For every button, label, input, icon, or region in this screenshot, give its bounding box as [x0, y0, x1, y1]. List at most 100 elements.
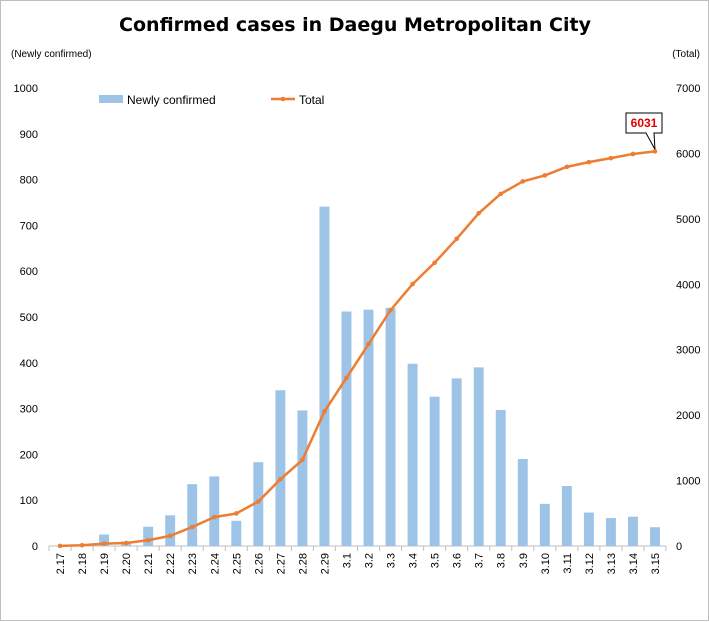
- y-tick-label: 300: [20, 404, 38, 416]
- x-tick-label: 2.21: [143, 553, 155, 574]
- y-tick-label: 600: [20, 266, 38, 278]
- x-tick-label: 3.3: [386, 553, 398, 568]
- point-total: [322, 409, 327, 414]
- point-total: [410, 281, 415, 287]
- legend-line-marker: [280, 96, 286, 102]
- bar-newly-confirmed: [627, 516, 638, 546]
- x-tick-label: 2.20: [121, 553, 133, 574]
- bar-series: [99, 206, 660, 546]
- x-tick-label: 2.23: [187, 553, 199, 574]
- bar-newly-confirmed: [561, 486, 572, 546]
- point-total: [234, 511, 239, 516]
- bar-newly-confirmed: [539, 503, 550, 546]
- x-tick-label: 2.17: [55, 553, 67, 574]
- callout-box: [625, 112, 663, 150]
- point-total: [608, 155, 614, 161]
- x-tick-label: 2.25: [231, 553, 243, 574]
- x-tick-label: 3.13: [606, 553, 618, 574]
- x-tick-label: 3.10: [540, 553, 552, 574]
- point-total: [542, 173, 548, 178]
- y-tick-label: 1000: [14, 83, 38, 95]
- legend: Newly confirmed Total: [99, 93, 324, 107]
- legend-label-total: Total: [299, 93, 324, 107]
- point-total: [167, 533, 173, 539]
- x-tick-label: 3.4: [408, 553, 420, 568]
- point-total: [652, 149, 658, 154]
- x-tick-label: 3.2: [364, 553, 376, 568]
- point-total: [498, 191, 504, 197]
- x-tick-label: 2.22: [165, 553, 177, 574]
- bar-newly-confirmed: [231, 520, 242, 546]
- line-series: [57, 149, 658, 549]
- bar-newly-confirmed: [650, 527, 660, 546]
- x-tick-label: 3.8: [496, 553, 508, 568]
- point-total: [564, 164, 570, 170]
- y2-tick-label: 4000: [676, 279, 700, 291]
- y2-tick-label: 0: [676, 541, 682, 553]
- bar-newly-confirmed: [187, 484, 198, 546]
- bar-newly-confirmed: [253, 462, 264, 546]
- point-total: [454, 236, 459, 242]
- x-tick-label: 2.26: [253, 553, 265, 574]
- y2-tick-label: 5000: [676, 214, 700, 226]
- chart-title: Confirmed cases in Daegu Metropolitan Ci…: [119, 14, 592, 36]
- x-tick-label: 2.24: [209, 553, 221, 574]
- x-tick-label: 3.15: [650, 553, 662, 574]
- y2-tick-label: 6000: [676, 148, 700, 160]
- x-tick-label: 3.5: [430, 553, 442, 568]
- bar-newly-confirmed: [99, 534, 110, 546]
- bar-newly-confirmed: [297, 410, 308, 546]
- point-total: [630, 151, 636, 157]
- y-tick-label: 900: [20, 129, 38, 141]
- bar-newly-confirmed: [407, 363, 418, 546]
- x-tick-label: 2.19: [99, 553, 111, 574]
- point-total: [432, 260, 437, 266]
- x-tick-label: 3.1: [341, 553, 353, 568]
- point-total: [101, 541, 107, 546]
- x-tick-label: 3.12: [584, 553, 596, 574]
- legend-bar-swatch: [99, 95, 123, 103]
- bar-newly-confirmed: [517, 458, 528, 546]
- bar-newly-confirmed: [143, 526, 154, 546]
- bar-newly-confirmed: [209, 476, 220, 546]
- x-tick-label: 3.6: [452, 553, 464, 568]
- right-axis-unit-label: (Total): [672, 49, 700, 60]
- callout: 6031: [625, 112, 663, 150]
- bar-newly-confirmed: [605, 518, 616, 546]
- bar-newly-confirmed: [275, 390, 286, 546]
- y-tick-label: 400: [20, 358, 38, 370]
- bar-newly-confirmed: [429, 396, 440, 546]
- y2-tick-label: 7000: [676, 83, 700, 95]
- x-tick-label: 3.9: [518, 553, 530, 568]
- y-tick-label: 800: [20, 175, 38, 187]
- point-total: [388, 307, 393, 313]
- x-tick-label: 2.28: [297, 553, 309, 574]
- point-total: [57, 543, 63, 549]
- point-total: [366, 341, 371, 347]
- y-tick-label: 500: [20, 312, 38, 324]
- y2-tick-label: 3000: [676, 345, 700, 357]
- bar-newly-confirmed: [341, 311, 352, 546]
- x-tick-label: 3.14: [628, 553, 640, 574]
- x-tick-label: 2.29: [319, 553, 331, 574]
- axes: 0 100 200 300 400 500 600 700 800 900 1000 0 1000 200…: [14, 83, 701, 574]
- x-tick-label: 3.7: [474, 553, 486, 568]
- point-total: [211, 514, 217, 520]
- point-total: [300, 457, 305, 463]
- point-total: [586, 159, 592, 165]
- point-total: [256, 499, 261, 504]
- x-tick-label: 3.11: [562, 553, 574, 574]
- bar-newly-confirmed: [363, 309, 374, 546]
- y-tick-label: 0: [32, 541, 38, 553]
- bar-newly-confirmed: [385, 307, 396, 546]
- point-total: [145, 537, 151, 543]
- left-axis-unit-label: (Newly confirmed): [11, 49, 92, 60]
- legend-label-newly-confirmed: Newly confirmed: [127, 93, 216, 107]
- bar-newly-confirmed: [583, 512, 594, 546]
- y2-tick-label: 2000: [676, 410, 700, 422]
- point-total: [278, 476, 283, 482]
- line-total: [59, 150, 656, 548]
- x-tick-label: 2.18: [77, 553, 89, 574]
- y2-tick-label: 1000: [676, 476, 700, 488]
